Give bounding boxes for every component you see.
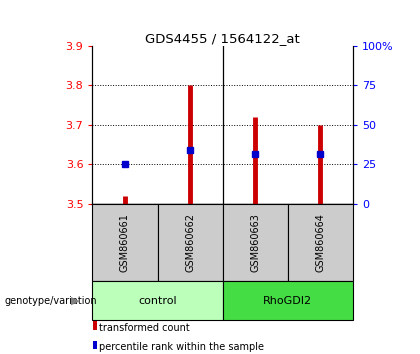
Text: RhoGDI2: RhoGDI2 — [263, 296, 312, 306]
Bar — [93, 321, 97, 330]
Text: GSM860661: GSM860661 — [120, 213, 130, 272]
Title: GDS4455 / 1564122_at: GDS4455 / 1564122_at — [145, 32, 300, 45]
Text: GSM860663: GSM860663 — [250, 213, 260, 272]
Bar — [92, 281, 223, 320]
Text: GSM860662: GSM860662 — [185, 213, 195, 272]
Text: GSM860664: GSM860664 — [315, 213, 325, 272]
Bar — [158, 204, 223, 281]
Text: control: control — [138, 296, 177, 306]
Text: genotype/variation: genotype/variation — [4, 296, 97, 306]
Bar — [93, 341, 97, 349]
Bar — [223, 204, 288, 281]
Bar — [92, 204, 158, 281]
Bar — [288, 204, 353, 281]
Bar — [223, 281, 353, 320]
Text: percentile rank within the sample: percentile rank within the sample — [99, 342, 264, 352]
Text: ▶: ▶ — [71, 296, 80, 306]
Text: transformed count: transformed count — [99, 323, 189, 333]
